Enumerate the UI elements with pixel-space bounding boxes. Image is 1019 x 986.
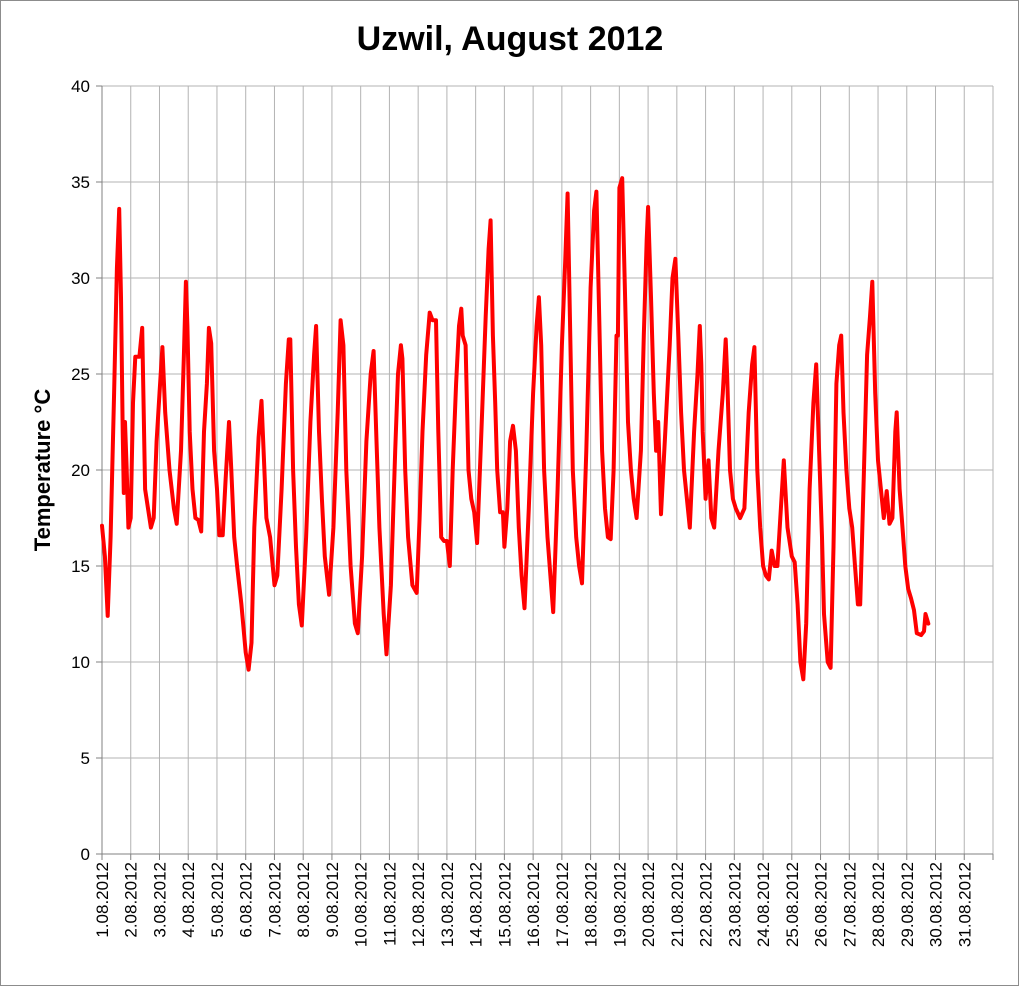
x-tick-label: 29.08.2012: [898, 862, 917, 947]
x-tick-label: 7.08.2012: [265, 862, 284, 938]
x-tick-label: 16.08.2012: [524, 862, 543, 947]
x-tick-label: 2.08.2012: [122, 862, 141, 938]
axes: [96, 85, 994, 860]
x-tick-label: 23.08.2012: [725, 862, 744, 947]
y-tick-label: 35: [71, 173, 90, 192]
x-tick-label: 27.08.2012: [840, 862, 859, 947]
x-tick-label: 14.08.2012: [467, 862, 486, 947]
x-tick-label: 20.08.2012: [639, 862, 658, 947]
x-tick-label: 11.08.2012: [380, 862, 399, 946]
x-tick-label: 13.08.2012: [438, 862, 457, 947]
y-tick-label: 10: [71, 653, 90, 672]
x-tick-label: 21.08.2012: [668, 862, 687, 947]
x-tick-label: 26.08.2012: [812, 862, 831, 947]
chart-title: Uzwil, August 2012: [357, 20, 664, 58]
x-tick-label: 17.08.2012: [553, 862, 572, 947]
x-tick-label: 4.08.2012: [179, 862, 198, 938]
x-tick-labels: 1.08.2012 2.08.2012 3.08.2012 4.08.2012 5.08…: [93, 862, 974, 947]
x-tick-label: 8.08.2012: [294, 862, 313, 938]
x-tick-label: 22.08.2012: [697, 862, 716, 947]
x-tick-label: 28.08.2012: [869, 862, 888, 947]
x-tick-label: 1.08.2012: [93, 862, 112, 938]
temperature-series-line: [100, 176, 931, 682]
x-tick-label: 12.08.2012: [409, 862, 428, 947]
y-tick-label: 25: [71, 365, 90, 384]
x-tick-label: 15.08.2012: [495, 862, 514, 947]
x-tick-label: 19.08.2012: [610, 862, 629, 947]
series: [100, 176, 931, 682]
y-tick-label: 20: [71, 461, 90, 480]
grid: [102, 85, 994, 854]
x-tick-label: 5.08.2012: [208, 862, 227, 938]
x-tick-label: 30.08.2012: [927, 862, 946, 947]
x-tick-label: 24.08.2012: [754, 862, 773, 947]
x-tick-label: 18.08.2012: [582, 862, 601, 947]
x-tick-label: 3.08.2012: [150, 862, 169, 938]
y-tick-labels: 0 5 10 15 20 25 30 35 40: [71, 77, 90, 864]
x-tick-label: 25.08.2012: [783, 862, 802, 947]
y-tick-label: 5: [81, 749, 90, 768]
x-tick-label: 6.08.2012: [237, 862, 256, 938]
y-tick-label: 40: [71, 77, 90, 96]
y-tick-label: 0: [81, 845, 90, 864]
x-tick-label: 31.08.2012: [955, 862, 974, 947]
x-tick-label: 10.08.2012: [352, 862, 371, 947]
y-axis-title: Temperature °C: [30, 389, 55, 552]
y-tick-label: 30: [71, 269, 90, 288]
y-tick-label: 15: [71, 557, 90, 576]
x-tick-label: 9.08.2012: [323, 862, 342, 938]
